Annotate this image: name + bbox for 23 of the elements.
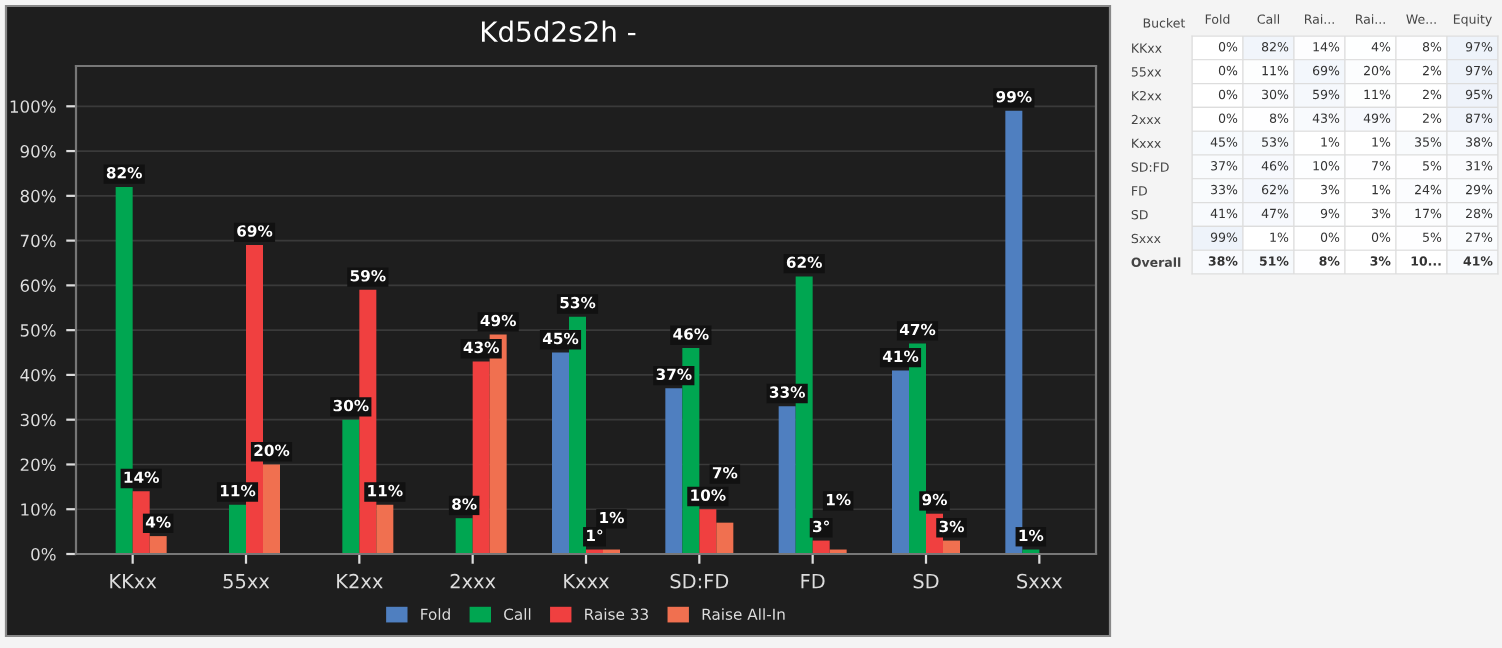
y-tick-label: 100%	[10, 100, 56, 113]
x-tick-label: FD	[801, 574, 825, 589]
bar	[149, 536, 167, 554]
x-tick-label: K2xx	[337, 573, 383, 589]
y-tick-label: 70%	[20, 234, 56, 248]
y-tick-label: 80%	[20, 189, 56, 203]
y-tick-label: 90%	[20, 145, 56, 158]
x-tick-label: KKxx	[110, 574, 157, 589]
chart-title: Kd5d2s2h -	[482, 20, 636, 43]
x-tick-label: 55xx	[223, 574, 270, 589]
y-tick-label: 20%	[20, 458, 56, 472]
x-tick-label: Sxxx	[1017, 573, 1063, 589]
x-tick-label: 2xxx	[450, 573, 496, 589]
y-tick-label: 10%	[21, 503, 56, 516]
x-tick-label: SD:FD	[670, 573, 729, 589]
y-tick-label: 60%	[20, 279, 56, 292]
y-tick-label: 0%	[31, 547, 56, 561]
y-tick-label: 30%	[20, 413, 56, 427]
y-tick-label: 50%	[20, 324, 56, 337]
y-tick-label: 40%	[20, 368, 56, 382]
bar	[716, 522, 734, 554]
x-tick-label: SD	[913, 573, 939, 589]
x-tick-label: Kxxx	[564, 574, 609, 589]
